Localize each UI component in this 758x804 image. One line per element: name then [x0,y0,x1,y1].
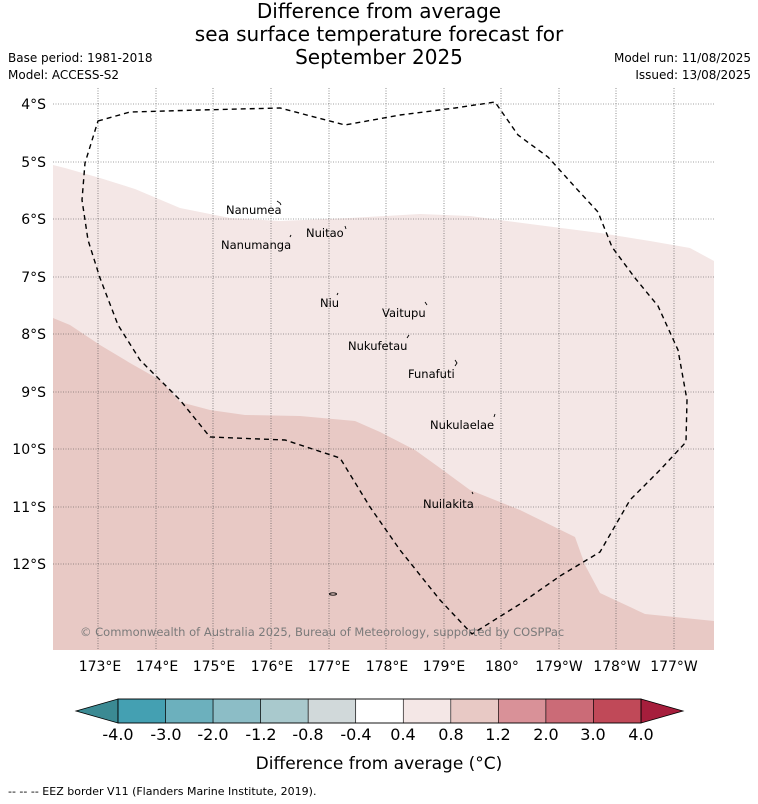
lon-tick-175e: 175°E [193,659,236,675]
lat-tick-7s: 7°S [21,270,46,286]
island-label-vaitupu: Vaitupu [382,306,426,320]
colorbar-segment-10 [593,698,642,724]
map-gridlines [53,88,714,650]
island-label-nuitao: Nuitao [306,226,344,240]
nuilakita-island-icon [471,491,474,495]
cbar-tick-9: 2.0 [533,725,558,744]
cbar-tick-5: -0.4 [340,725,371,744]
colorbar-segment-1 [165,698,214,724]
colorbar-segment-0 [117,698,166,724]
small-reef-icon [329,592,337,596]
base-period: Base period: 1981-2018 [8,51,153,65]
title-line-1: Difference from average [256,0,502,23]
lon-tick-177w: 177°W [650,659,698,675]
nukufetau-island-icon [406,334,410,339]
cbar-tick-4: -0.8 [292,725,323,744]
colorbar-segment-5 [355,698,404,724]
nukulaelae-island-icon [493,413,496,418]
cbar-tick-1: -3.0 [150,725,181,744]
island-label-funafuti: Funafuti [408,367,455,381]
nanumanga-island-icon [289,234,292,238]
island-label-niu: Niu [320,296,339,310]
lat-tick-12s: 12°S [12,557,46,573]
colorbar-tick-labels: -4.0 -3.0 -2.0 -1.2 -0.8 -0.4 0.4 0.8 1.… [102,725,653,744]
title-line-2: sea surface temperature forecast for [194,22,564,46]
colorbar-segment-2 [212,698,261,724]
copyright-notice: © Commonwealth of Australia 2025, Bureau… [80,625,564,639]
title-line-3: September 2025 [295,45,463,69]
colorbar-segment-9 [545,698,594,724]
colorbar-frame [117,698,642,724]
meta-right: Model run: 11/08/2025 Issued: 13/08/2025 [614,50,751,84]
island-label-nanumea: Nanumea [226,203,282,217]
colorbar-over-arrow [640,698,685,724]
lat-tick-6s: 6°S [21,212,46,228]
issued-date: Issued: 13/08/2025 [635,68,751,82]
colorbar-segment-6 [402,698,452,724]
anomaly-zone-medium [53,318,714,650]
chart-title: Difference from average sea surface temp… [0,0,758,69]
model-name: Model: ACCESS-S2 [8,68,120,82]
niu-island-icon [336,292,339,296]
map-panel: Nanumea Nuitao Nanumanga Niu Vaitupu Nuk… [12,88,714,675]
colorbar-segment-7 [450,698,499,724]
nanumea-island-icon [276,200,282,206]
cbar-tick-11: 4.0 [628,725,653,744]
eez-legend-note: -- -- -- EEZ border V11 (Flanders Marine… [8,785,317,798]
island-label-nuilakita: Nuilakita [423,497,474,511]
colorbar-segment-4 [307,698,357,724]
cbar-tick-0: -4.0 [102,725,133,744]
cbar-tick-6: 0.4 [390,725,415,744]
lat-tick-8s: 8°S [21,327,46,343]
cbar-tick-8: 1.2 [485,725,510,744]
lat-tick-10s: 10°S [12,442,46,458]
cbar-tick-10: 3.0 [580,725,605,744]
lon-tick-179w: 179°W [535,659,583,675]
lon-tick-180: 180° [485,659,519,675]
model-run: Model run: 11/08/2025 [613,51,751,65]
lat-axis-labels: 4°S 5°S 6°S 7°S 8°S 9°S 10°S 11°S 12°S [12,97,46,573]
meta-left: Base period: 1981-2018 Model: ACCESS-S2 [8,50,153,84]
colorbar-segments [117,698,642,724]
lon-tick-176e: 176°E [251,659,294,675]
island-labels: Nanumea Nuitao Nanumanga Niu Vaitupu Nuk… [221,203,494,511]
lon-tick-177e: 177°E [308,659,351,675]
island-label-nanumanga: Nanumanga [221,238,291,252]
colorbar: -4.0 -3.0 -2.0 -1.2 -0.8 -0.4 0.4 0.8 1.… [74,698,685,774]
lat-tick-5s: 5°S [21,155,46,171]
colorbar-segment-3 [260,698,309,724]
lat-tick-9s: 9°S [21,385,46,401]
lon-tick-178e: 178°E [366,659,409,675]
lon-tick-179e: 179°E [423,659,466,675]
lon-tick-173e: 173°E [79,659,122,675]
colorbar-label: Difference from average (°C) [256,754,503,774]
funafuti-island-icon [454,359,458,367]
island-shapes [276,200,496,596]
lon-tick-178w: 178°W [593,659,641,675]
lon-tick-174e: 174°E [136,659,179,675]
nuitao-island-icon [344,225,347,230]
lat-tick-4s: 4°S [21,97,46,113]
cbar-tick-2: -2.0 [197,725,228,744]
lat-tick-11s: 11°S [12,500,46,516]
island-label-nukulaelae: Nukulaelae [430,418,494,432]
eez-border [81,101,688,635]
lon-axis-labels: 173°E 174°E 175°E 176°E 177°E 178°E 179°… [79,659,698,675]
island-label-nukufetau: Nukufetau [348,339,407,353]
colorbar-under-arrow [74,698,119,724]
cbar-tick-3: -1.2 [245,725,276,744]
vaitupu-island-icon [424,301,428,306]
cbar-tick-7: 0.8 [438,725,463,744]
colorbar-segment-8 [498,698,547,724]
